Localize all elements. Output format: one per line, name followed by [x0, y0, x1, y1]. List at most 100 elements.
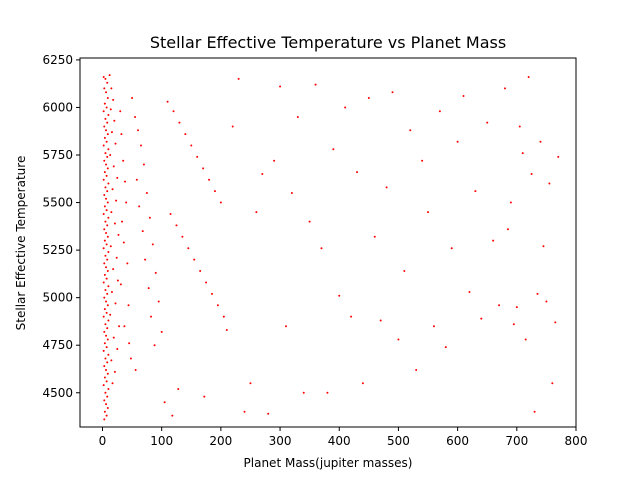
- data-point: [503, 87, 506, 90]
- data-point: [105, 163, 108, 166]
- data-point: [106, 81, 109, 84]
- data-point: [106, 338, 109, 341]
- data-point: [462, 95, 465, 98]
- data-point: [105, 174, 108, 177]
- data-point: [202, 167, 205, 170]
- data-point: [225, 328, 228, 331]
- data-point: [126, 262, 129, 265]
- data-point: [203, 395, 206, 398]
- data-point: [551, 382, 554, 385]
- data-point: [135, 178, 138, 181]
- data-point: [106, 121, 109, 124]
- data-point: [106, 406, 109, 409]
- data-point: [284, 325, 287, 328]
- data-point: [243, 410, 246, 413]
- plot-frame: [79, 57, 577, 428]
- data-point: [117, 233, 120, 236]
- data-point: [105, 380, 108, 383]
- data-point: [103, 410, 106, 413]
- data-point: [106, 133, 109, 136]
- x-tick-label: 700: [505, 434, 528, 448]
- data-point: [112, 98, 115, 101]
- data-point: [222, 315, 225, 318]
- data-point: [486, 121, 489, 124]
- data-point: [153, 344, 156, 347]
- data-point: [128, 342, 131, 345]
- data-point: [107, 148, 110, 151]
- data-point: [123, 325, 126, 328]
- data-point: [196, 155, 199, 158]
- data-point: [147, 287, 150, 290]
- x-tick-label: 500: [387, 434, 410, 448]
- data-point: [112, 268, 115, 271]
- data-point: [103, 376, 106, 379]
- data-point: [106, 270, 109, 273]
- data-point: [539, 140, 542, 143]
- data-point: [103, 205, 106, 208]
- data-point: [521, 152, 524, 155]
- data-point: [308, 220, 311, 223]
- data-point: [296, 115, 299, 118]
- data-point: [131, 96, 134, 99]
- data-point: [106, 361, 109, 364]
- data-point: [105, 129, 108, 132]
- data-point: [103, 159, 106, 162]
- x-tick-label: 600: [446, 434, 469, 448]
- data-point: [112, 165, 115, 168]
- data-point: [103, 228, 106, 231]
- data-point: [105, 414, 108, 417]
- data-point: [110, 359, 113, 362]
- data-point: [118, 325, 121, 328]
- data-point: [199, 270, 202, 273]
- data-point: [302, 391, 305, 394]
- y-tick-label: 5750: [42, 148, 73, 162]
- y-tick-label: 4500: [42, 386, 73, 400]
- y-tick-label: 5250: [42, 243, 73, 257]
- data-point: [107, 216, 110, 219]
- data-point: [210, 292, 213, 295]
- data-point: [105, 91, 108, 94]
- data-point: [148, 216, 151, 219]
- data-point: [106, 190, 109, 193]
- y-tick-label: 5000: [42, 291, 73, 305]
- data-point: [512, 323, 515, 326]
- data-point: [103, 125, 106, 128]
- data-point: [150, 315, 153, 318]
- data-point: [137, 129, 139, 132]
- data-point: [171, 414, 174, 417]
- data-point: [267, 412, 270, 415]
- data-point: [373, 235, 376, 238]
- data-point: [480, 317, 483, 320]
- data-point: [107, 251, 110, 254]
- data-point: [142, 163, 145, 166]
- data-point: [237, 77, 240, 80]
- chart-title: Stellar Effective Temperature vs Planet …: [150, 33, 506, 52]
- data-point: [141, 230, 144, 233]
- data-point: [456, 140, 459, 143]
- data-point: [129, 357, 132, 360]
- data-point: [121, 220, 124, 223]
- data-point: [548, 182, 551, 185]
- data-point: [103, 136, 106, 139]
- data-point: [175, 224, 178, 227]
- data-point: [102, 281, 105, 284]
- y-tick-label: 6250: [42, 53, 73, 67]
- data-point: [518, 125, 521, 128]
- data-point: [106, 155, 109, 158]
- data-point: [110, 131, 113, 134]
- data-point: [506, 228, 509, 231]
- data-point: [216, 304, 219, 307]
- data-point: [379, 319, 382, 322]
- data-point: [109, 154, 112, 157]
- data-point: [421, 159, 424, 162]
- data-point: [104, 220, 107, 223]
- points-layer: [102, 74, 560, 421]
- data-point: [106, 258, 109, 261]
- data-point: [105, 197, 108, 200]
- data-point: [102, 144, 105, 147]
- data-point: [103, 296, 106, 299]
- data-point: [103, 399, 106, 402]
- data-point: [119, 283, 122, 286]
- data-point: [107, 387, 110, 390]
- data-point: [106, 327, 109, 330]
